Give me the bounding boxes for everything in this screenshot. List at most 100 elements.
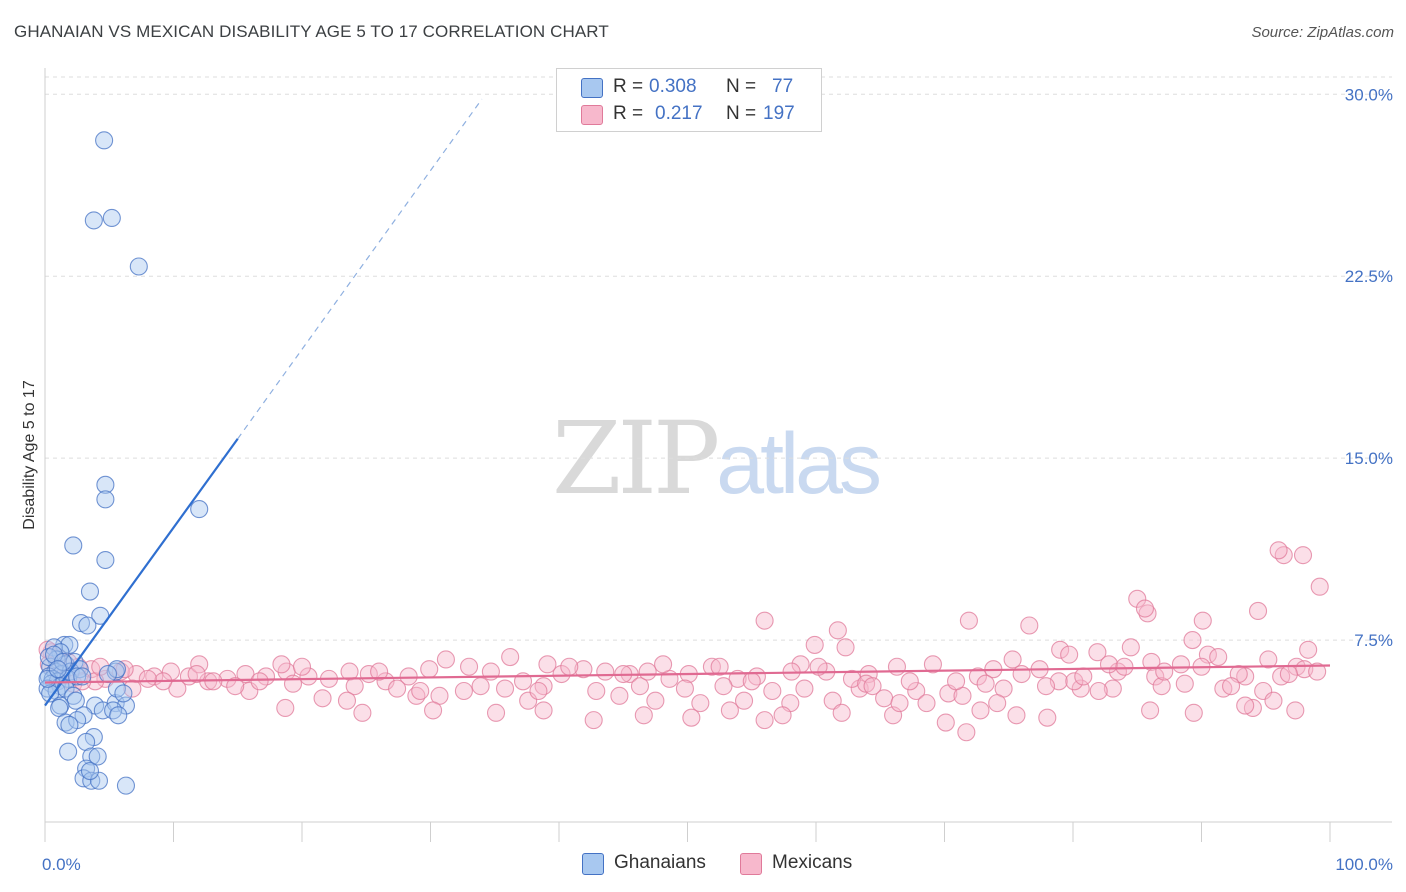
mexicans-point [763,681,782,701]
mexicans-point [720,701,739,720]
mexicans-point [832,703,851,722]
mexicans-point [340,662,359,681]
mexicans-point [1115,657,1134,676]
mexicans-point [1088,643,1107,662]
mexicans-point [1274,546,1293,565]
mexicans-point [534,677,553,696]
mexicans-point [610,686,629,705]
legend-n-value: 77 [772,76,794,97]
mexicans-point [755,611,774,630]
mexicans-point [370,662,389,681]
mexicans-point [923,655,942,674]
mexicans-point [1310,577,1329,596]
source-label: Source: ZipAtlas.com [1251,24,1394,41]
y-axis-title: Disability Age 5 to 17 [21,380,38,530]
mexicans-point [1103,679,1122,698]
axes [44,68,1392,842]
mexicans-point [420,660,439,679]
mexicans-point [187,664,206,684]
ghanaians-point [96,490,115,509]
bottom-legend-ghanaians[interactable]: Ghanaians [582,852,722,876]
mexicans-point [755,711,774,730]
legend-row-ghanaians: R = 0.308 N = 77 [557,75,821,101]
mexicans-point [682,708,701,727]
ghanaians-point [129,257,148,276]
ghanaians-point [80,582,100,601]
ghanaians-point [98,664,118,684]
ghanaians-point [82,747,101,766]
mexicans-point [842,669,862,688]
trend-lines [44,98,1331,707]
mexicans-point [1065,672,1084,691]
mexicans-point [584,711,603,730]
mexicans-point [1038,708,1057,727]
axis-labels: 7.5% 15.0% 22.5% 30.0% 0.0% 100.0% Disability … [21,85,1393,874]
mexicans-point [501,647,520,667]
legend-r-label: R = [613,103,644,124]
mexicans-point [218,669,237,688]
ghanaians-point [104,701,123,720]
mexicans-point [1089,681,1108,701]
mexicans-point [1051,640,1070,659]
mexicans-point [123,679,142,698]
legend-box: R = 0.308 N = 77 R = 0.217 N = 197 [556,68,822,132]
ghanaians-point [84,211,103,230]
mexicans-point [1209,647,1228,667]
mexicans-point [809,657,828,676]
mexicans-point [1269,541,1288,560]
x-tick-label-max: 100.0% [1335,855,1393,874]
mexicans-point [1135,599,1155,618]
mexicans-point [638,662,657,681]
mexicans-point [887,657,907,676]
mexicans-point [1003,650,1022,669]
ghanaians-point [64,686,83,705]
watermark-atlas: atlas [716,416,882,512]
mexicans-point [411,681,430,701]
ghanaians-point [82,771,101,790]
mexicans-point [947,672,966,691]
mexicans-point [1121,638,1140,657]
mexicans-point [337,691,357,710]
mexicans-point [299,667,318,686]
ghanaians-point [80,762,100,781]
ghanaians-point [95,131,114,150]
mexicans-point [971,701,990,720]
chart-title: GHANAIAN VS MEXICAN DISABILITY AGE 5 TO … [14,22,609,41]
ghanaians-point [107,660,127,679]
mexicans-point [1184,703,1203,722]
bottom-legend-mexicans[interactable]: Mexicans [740,852,870,876]
mexicans-point [560,657,579,676]
y-tick-label: 7.5% [1354,631,1393,650]
mexicans-point [823,691,842,710]
ghanaians-trend-extension [237,98,483,440]
mexicans-point [552,664,571,684]
mexicans-point [728,669,747,688]
mexicans-point [691,694,710,713]
ghanaians-point [114,684,133,703]
mexicans-point [959,611,978,630]
ghanaians-point [68,667,87,686]
mexicans-point [1074,667,1093,686]
mexicans-point [596,662,615,681]
mexicans-point [773,706,792,725]
ghanaians-point [77,732,96,751]
mexicans-point [424,701,443,720]
mexicans-point [292,657,312,676]
mexicans-point [313,689,332,708]
mexicans-point [353,703,372,722]
mexicans-point [1138,604,1157,623]
legend-row-mexicans: R = 0.217 N = 197 [557,102,821,128]
mexicans-point [1222,677,1241,696]
mexicans-label: Mexicans [772,852,853,873]
mexicans-point [236,664,255,684]
mexicans-point [742,672,761,691]
mexicans-point [1152,677,1171,696]
mexicans-point [988,694,1007,713]
ghanaians-point [116,776,136,795]
mexicans-point [646,691,665,710]
mexicans-point [917,694,936,713]
ghanaians-point [64,536,83,555]
mexicans-point [1193,611,1212,630]
mexicans-point [486,703,506,722]
legend-r-value: 0.308 [649,76,697,97]
